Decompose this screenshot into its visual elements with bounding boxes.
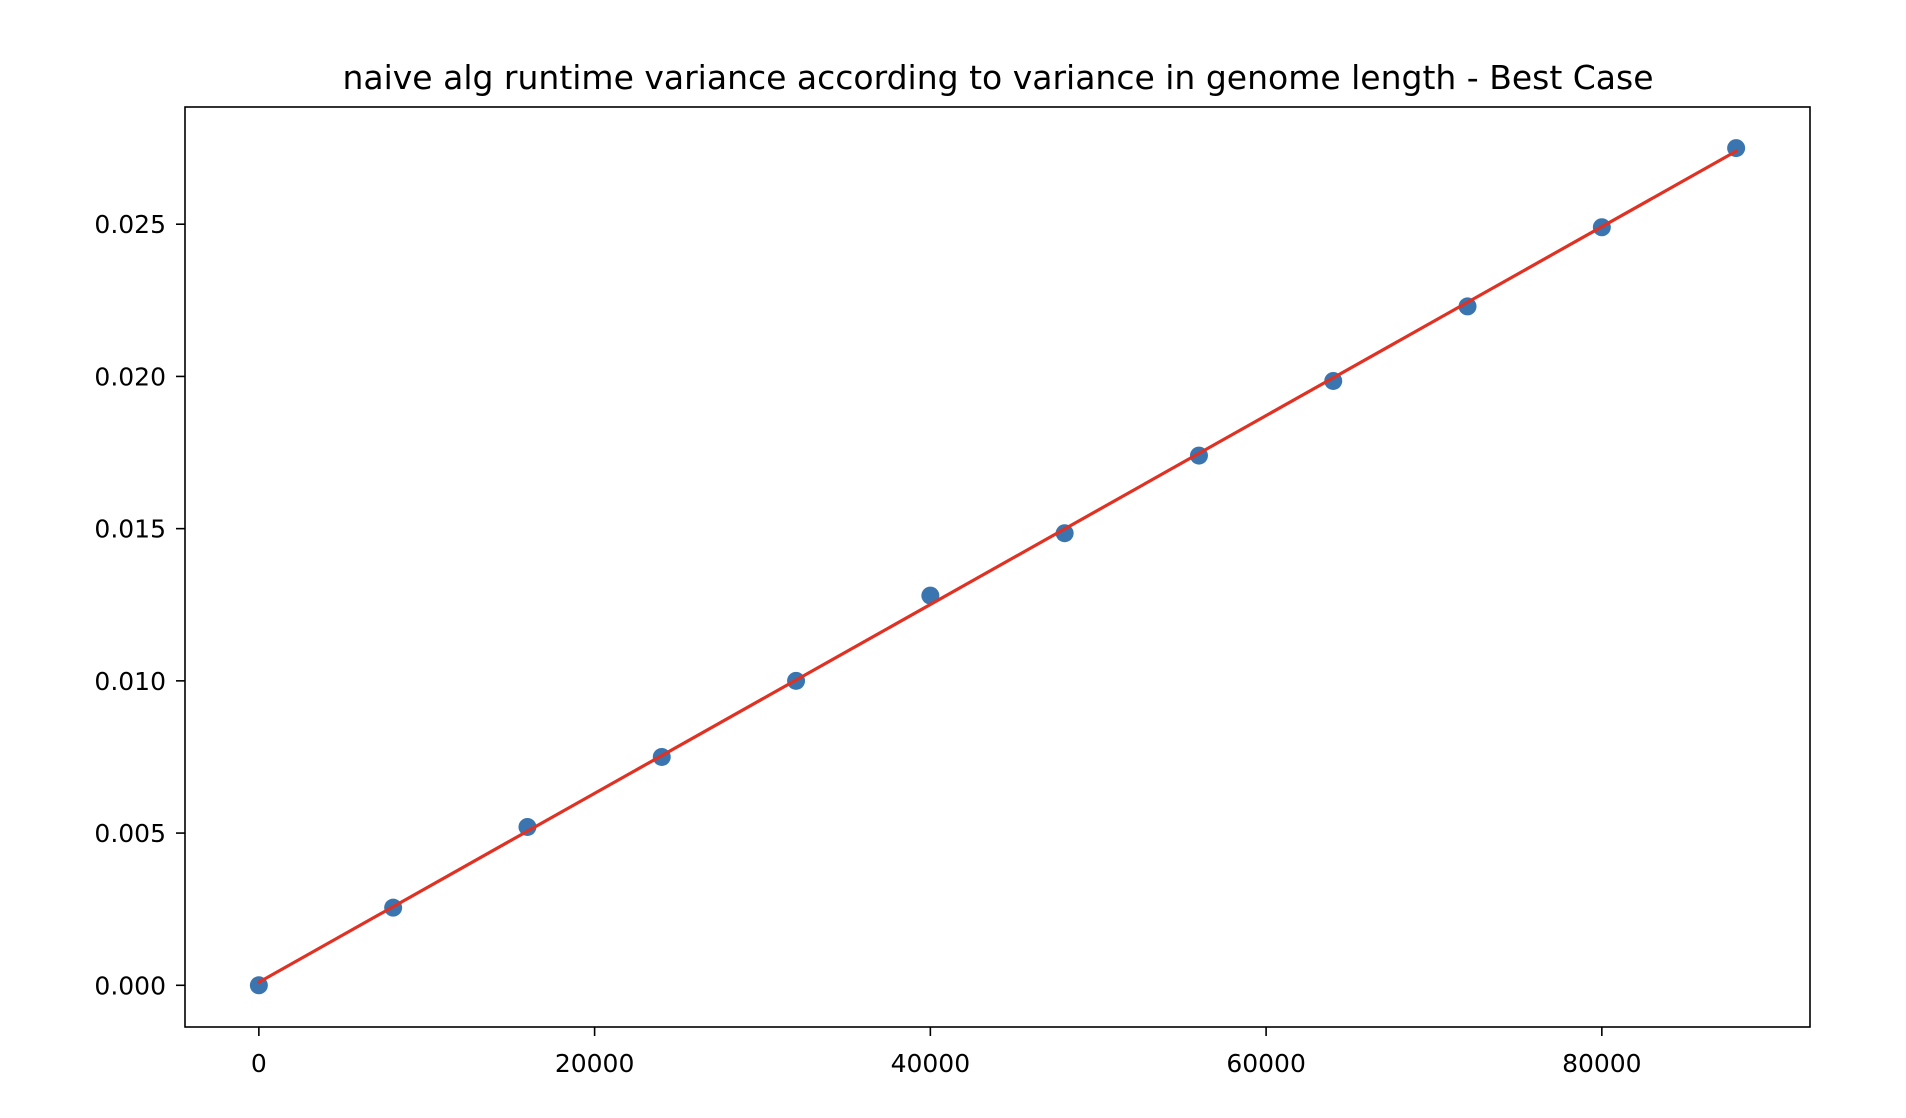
x-tick-label: 40000	[891, 1049, 971, 1078]
y-tick-label: 0.000	[94, 971, 166, 1000]
x-tick-label: 60000	[1226, 1049, 1306, 1078]
y-tick-label: 0.020	[94, 362, 166, 391]
x-axis: 0 20000 40000 60000 80000	[251, 1027, 1642, 1078]
y-tick-label: 0.010	[94, 667, 166, 696]
trend-line	[256, 148, 1739, 985]
data-point	[1055, 524, 1074, 543]
y-tick-label: 0.015	[94, 515, 166, 544]
x-tick-label: 0	[251, 1049, 267, 1078]
plot-series	[249, 139, 1746, 995]
chart-title: naive alg runtime variance according to …	[342, 58, 1653, 97]
axes-frame	[184, 106, 1811, 1028]
y-tick-label: 0.005	[94, 819, 166, 848]
data-point	[518, 817, 537, 836]
data-point	[1458, 297, 1477, 316]
x-tick-label: 20000	[555, 1049, 635, 1078]
y-tick-label: 0.025	[94, 210, 166, 239]
y-axis: 0.000 0.005 0.010 0.015 0.020 0.025	[94, 210, 185, 1000]
x-tick-label: 80000	[1562, 1049, 1642, 1078]
